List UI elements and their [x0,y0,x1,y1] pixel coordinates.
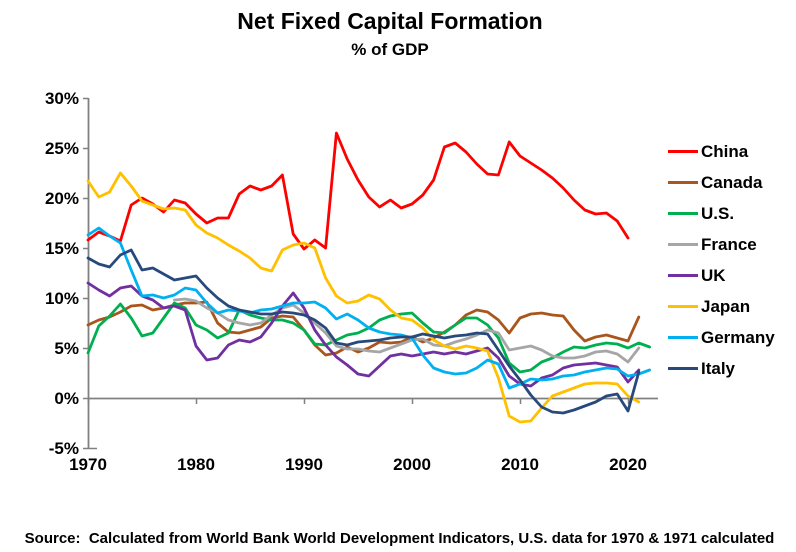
y-tick-label: 0% [54,389,79,408]
y-tick-label: 10% [45,289,79,308]
x-tick-label: 1970 [69,455,107,474]
legend-item-us: U.S. [668,198,775,229]
legend-item-uk: UK [668,260,775,291]
legend: China Canada U.S. France UK Japan Germany Italy [668,136,775,384]
y-tick-label: 30% [45,89,79,108]
series-line-china [86,131,630,251]
x-tick-label: 2020 [609,455,647,474]
legend-item-china: China [668,136,775,167]
legend-label: U.S. [701,203,735,223]
legend-label: Germany [701,327,775,347]
plot-area: 30% 25% 20% 15% 10% 5% 0% -5%1970 1980 1990 2000 20… [45,89,658,474]
legend-item-france: France [668,229,775,260]
legend-line-swatch [668,180,698,185]
legend-label: France [701,234,757,254]
y-tick-label: -5% [49,439,79,458]
source-note: Source: Calculated from World Bank World… [8,506,794,552]
chart-title: Net Fixed Capital Formation [237,8,543,34]
chart-subtitle: % of GDP [351,40,429,59]
legend-line-swatch [668,273,698,278]
legend-item-japan: Japan [668,291,775,322]
source-line-1: Source: Calculated from World Bank World… [24,530,775,547]
legend-item-italy: Italy [668,353,775,384]
legend-line-swatch [668,242,698,247]
legend-label: China [701,141,749,161]
y-tick-label: 5% [54,339,79,358]
legend-item-canada: Canada [668,167,775,198]
series-line-germany [86,226,651,390]
x-tick-label: 1980 [177,455,215,474]
x-tick-label: 2010 [501,455,539,474]
legend-line-swatch [668,304,698,309]
x-tick-label: 1990 [285,455,323,474]
legend-label: Canada [701,172,763,192]
legend-line-swatch [668,211,698,216]
series-line-france [172,297,641,364]
legend-label: Italy [701,358,736,378]
series-line-italy [86,248,641,415]
series-line-us [86,301,651,374]
x-tick-label: 2000 [393,455,431,474]
y-tick-label: 25% [45,139,79,158]
y-tick-label: 15% [45,239,79,258]
legend-label: UK [701,265,726,285]
legend-line-swatch [668,149,698,154]
series-line-uk [86,281,641,388]
legend-line-swatch [668,366,698,371]
y-tick-label: 20% [45,189,79,208]
series-line-japan [86,171,641,424]
legend-line-swatch [668,335,698,340]
legend-label: Japan [701,296,751,316]
legend-item-germany: Germany [668,322,775,353]
